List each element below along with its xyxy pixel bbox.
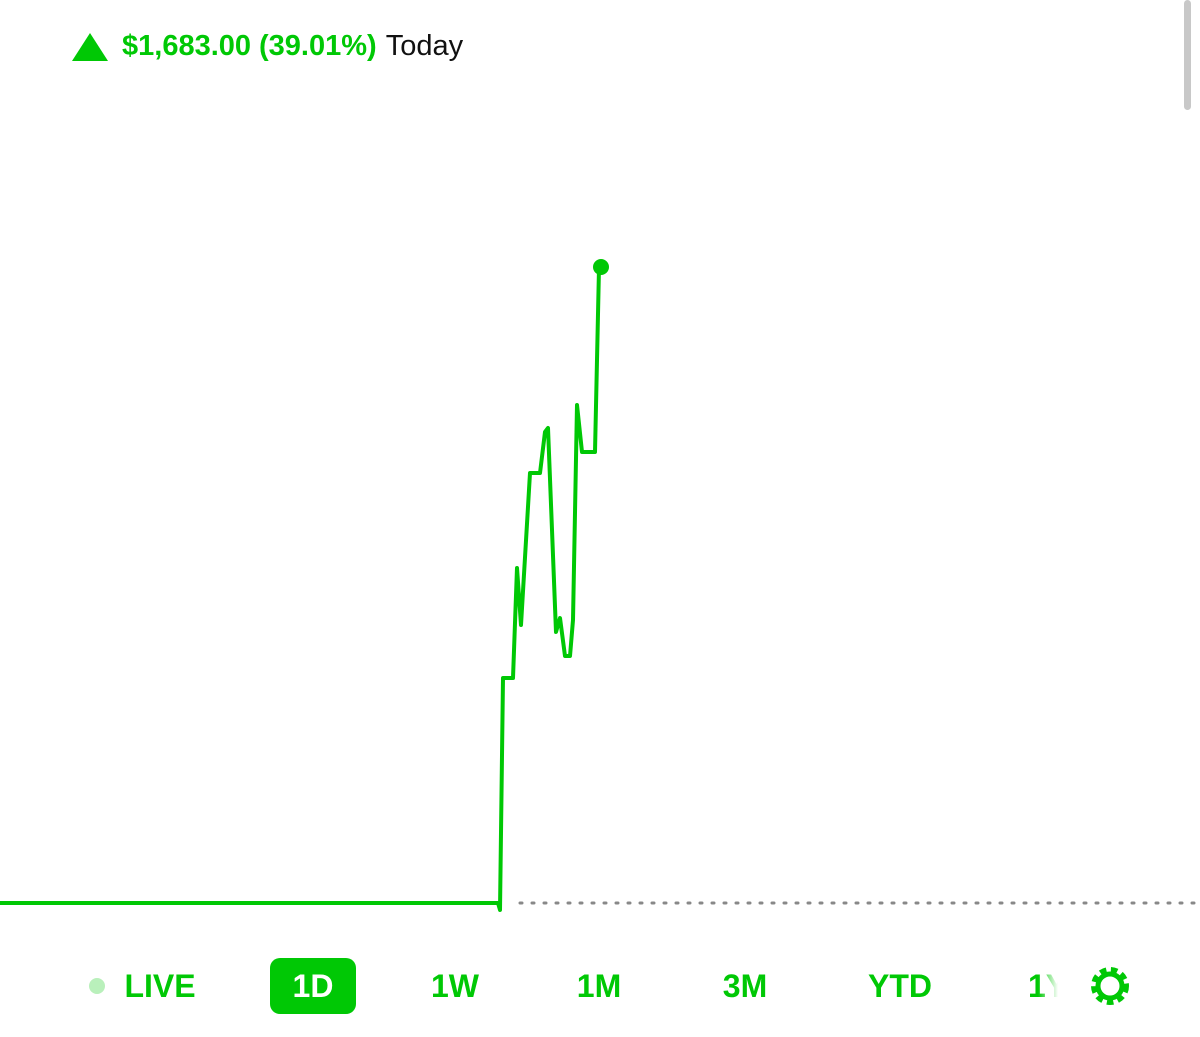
up-arrow xyxy=(72,33,108,61)
live-dot xyxy=(89,978,105,994)
current-dot xyxy=(593,259,609,275)
change-percent: (39.01%) xyxy=(259,29,377,62)
tab-1m[interactable]: 1M xyxy=(576,968,622,1004)
scrollbar xyxy=(1184,0,1191,110)
tab-live[interactable]: LIVE xyxy=(124,968,196,1004)
tab-1d[interactable]: 1D xyxy=(270,958,356,1014)
tab-3m[interactable]: 3M xyxy=(722,968,768,1004)
tab-1y[interactable]: 1Y xyxy=(1028,968,1068,1004)
settings-icon[interactable] xyxy=(1091,967,1129,1005)
tab-ytd[interactable]: YTD xyxy=(868,968,932,1004)
price-line xyxy=(0,267,601,912)
period-label: Today xyxy=(385,29,464,62)
change-amount: $1,683.00 xyxy=(122,29,252,62)
tab-1w[interactable]: 1W xyxy=(431,968,479,1004)
day-change: $1,683.00 (39.01%) Today xyxy=(72,26,463,66)
